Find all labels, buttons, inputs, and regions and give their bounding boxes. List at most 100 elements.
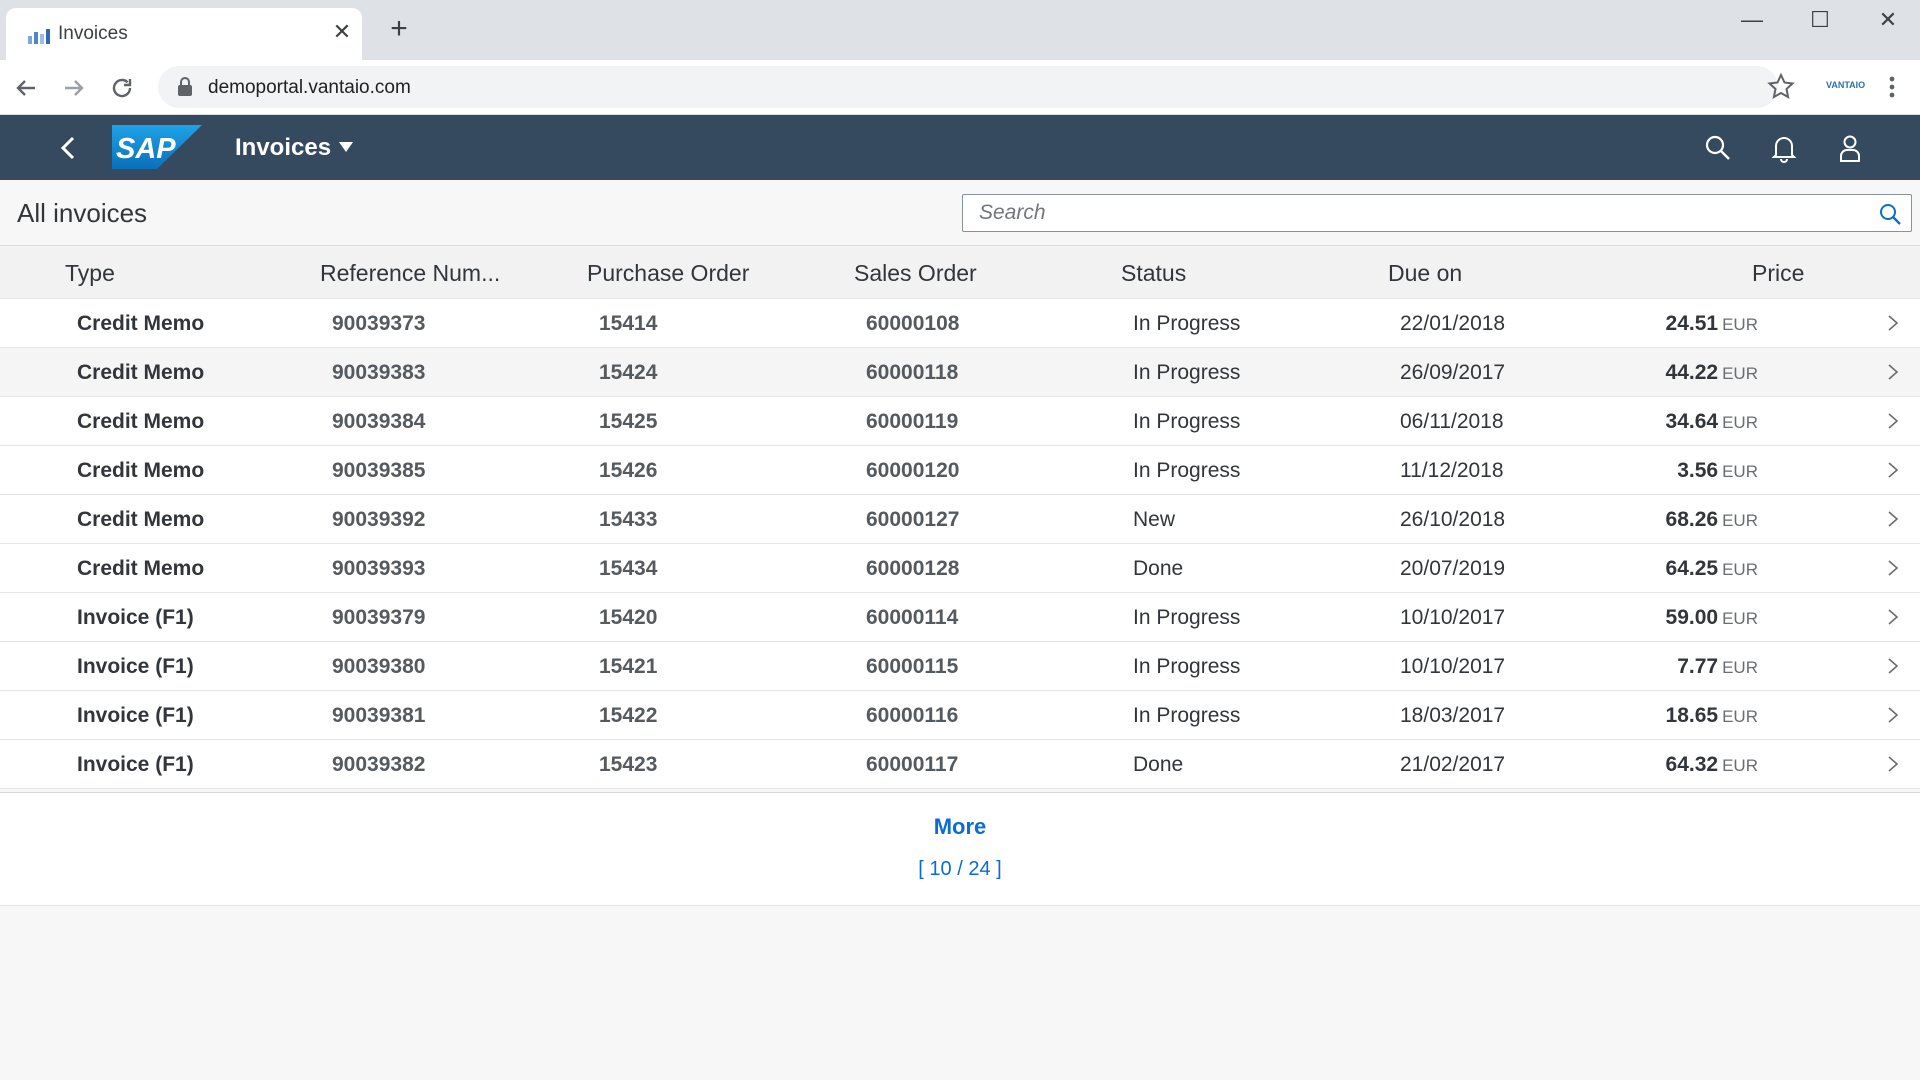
chevron-right-icon[interactable] [1884,460,1902,480]
more-vert-icon[interactable] [1880,72,1904,102]
table-row[interactable]: Credit Memo 90039383 15424 60000118 In P… [0,348,1920,397]
cell-sales-order: 60000119 [866,410,959,433]
search-icon[interactable] [1701,131,1735,165]
column-header-purchase-order[interactable]: Purchase Order [587,260,750,286]
table-row[interactable]: Credit Memo 90039393 15434 60000128 Done… [0,544,1920,593]
column-header-reference[interactable]: Reference Num... [320,260,501,286]
chevron-right-icon[interactable] [1884,411,1902,431]
column-header-status[interactable]: Status [1121,260,1187,286]
cell-reference: 90039384 [332,410,426,433]
chevron-right-icon[interactable] [1884,656,1902,676]
minimize-icon[interactable]: — [1741,7,1763,32]
cell-due-date: 10/10/2017 [1400,655,1506,678]
cell-reference: 90039382 [332,753,426,776]
table-row[interactable]: Credit Memo 90039392 15433 60000127 New … [0,495,1920,544]
back-chevron-icon[interactable] [52,131,86,165]
cell-reference: 90039383 [332,361,426,384]
new-tab-button[interactable]: + [390,12,408,45]
more-button[interactable]: More [933,814,987,839]
table-row[interactable]: Credit Memo 90039373 15414 60000108 In P… [0,299,1920,348]
cell-sales-order: 60000127 [866,508,960,531]
cell-type: Credit Memo [77,361,205,384]
cell-status: In Progress [1133,704,1241,727]
chevron-right-icon[interactable] [1884,754,1902,774]
maximize-icon[interactable]: ☐ [1810,7,1830,32]
browser-tab[interactable]: Invoices ✕ [6,8,362,60]
table-row[interactable]: Invoice (F1) 90039379 15420 60000114 In … [0,593,1920,642]
price-amount: 18.65 [1665,704,1719,727]
address-bar[interactable]: demoportal.vantaio.com [158,66,1778,108]
table-row[interactable]: Credit Memo 90039385 15426 60000120 In P… [0,446,1920,495]
price-amount: 7.77 [1677,655,1719,678]
cell-status: In Progress [1133,606,1241,629]
column-header-price[interactable]: Price [1752,260,1805,286]
extension-vantaio-icon[interactable]: VANTAIO [1826,80,1866,90]
table-header: Type Reference Num... Purchase Order Sal… [0,247,1920,299]
cell-sales-order: 60000116 [866,704,959,727]
bell-icon[interactable] [1767,131,1801,165]
price-currency: EUR [1722,609,1758,628]
price-amount: 68.26 [1665,508,1719,531]
price-currency: EUR [1722,658,1758,677]
cell-price: 44.22 EUR [1666,361,1758,385]
chevron-right-icon[interactable] [1884,509,1902,529]
price-currency: EUR [1722,413,1758,432]
back-arrow-icon[interactable] [10,72,42,104]
cell-purchase-order: 15422 [599,704,658,727]
column-header-sales-order[interactable]: Sales Order [854,260,977,286]
search-field[interactable] [962,194,1912,232]
chevron-right-icon[interactable] [1884,607,1902,627]
cell-purchase-order: 15426 [599,459,658,482]
items-count: [ 10 / 24 ] [918,858,1002,880]
cell-purchase-order: 15420 [599,606,658,629]
reload-icon[interactable] [106,72,138,104]
chevron-right-icon[interactable] [1884,313,1902,333]
caret-down-icon[interactable] [338,140,354,154]
sap-logo[interactable]: SAP [112,125,202,169]
cell-sales-order: 60000115 [866,655,959,678]
cell-due-date: 21/02/2017 [1400,753,1506,776]
price-amount: 59.00 [1665,606,1719,629]
tab-close-icon[interactable]: ✕ [332,19,352,44]
chevron-right-icon[interactable] [1884,558,1902,578]
table-row[interactable]: Invoice (F1) 90039380 15421 60000115 In … [0,642,1920,691]
price-amount: 34.64 [1665,410,1719,433]
cell-sales-order: 60000128 [866,557,960,580]
search-input[interactable] [963,195,1863,231]
cell-type: Invoice (F1) [77,704,194,727]
cell-type: Credit Memo [77,312,205,335]
cell-price: 3.56 EUR [1677,459,1758,483]
user-icon[interactable] [1833,131,1867,165]
window-close-icon[interactable]: ✕ [1878,7,1898,32]
chevron-right-icon[interactable] [1884,705,1902,725]
cell-type: Credit Memo [77,459,205,482]
cell-status: In Progress [1133,410,1241,433]
cell-reference: 90039381 [332,704,426,727]
cell-sales-order: 60000120 [866,459,960,482]
shell-title[interactable]: Invoices [235,134,332,161]
page-title: All invoices [17,198,148,228]
cell-purchase-order: 15434 [599,557,658,580]
search-field-icon[interactable] [1877,201,1903,227]
cell-due-date: 22/01/2018 [1400,312,1506,335]
table-row[interactable]: Invoice (F1) 90039382 15423 60000117 Don… [0,740,1920,789]
table-row[interactable]: Invoice (F1) 90039381 15422 60000116 In … [0,691,1920,740]
bookmark-star-icon[interactable] [1766,72,1796,102]
price-amount: 44.22 [1665,361,1719,384]
url-text: demoportal.vantaio.com [208,77,411,98]
column-header-type[interactable]: Type [65,260,115,286]
more-trigger[interactable]: More [ 10 / 24 ] [0,792,1920,906]
cell-due-date: 06/11/2018 [1400,410,1504,433]
column-header-due-on[interactable]: Due on [1388,260,1463,286]
cell-type: Invoice (F1) [77,753,194,776]
price-amount: 64.32 [1665,753,1719,776]
cell-status: In Progress [1133,459,1241,482]
forward-arrow-icon[interactable] [58,72,90,104]
chevron-right-icon[interactable] [1884,362,1902,382]
table-row[interactable]: Credit Memo 90039384 15425 60000119 In P… [0,397,1920,446]
price-amount: 24.51 [1665,312,1719,335]
cell-due-date: 10/10/2017 [1400,606,1506,629]
cell-type: Credit Memo [77,410,205,433]
cell-price: 64.32 EUR [1666,753,1758,777]
cell-due-date: 26/09/2017 [1400,361,1506,384]
